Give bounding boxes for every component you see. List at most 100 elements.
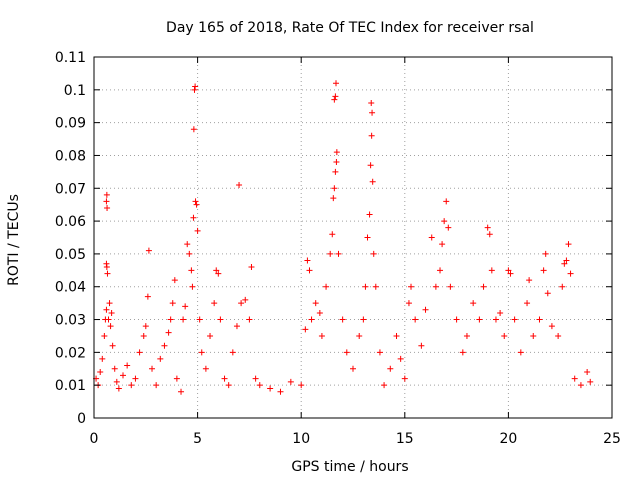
y-axis-label: ROTI / TECUs bbox=[6, 194, 22, 286]
data-point bbox=[115, 385, 122, 392]
data-point bbox=[333, 159, 340, 166]
data-point bbox=[331, 185, 338, 192]
y-tick-label: 0.08 bbox=[55, 148, 86, 164]
y-tick-label: 0.11 bbox=[55, 50, 86, 66]
x-tick-label: 20 bbox=[499, 431, 517, 447]
data-point bbox=[238, 300, 245, 307]
data-point bbox=[540, 267, 547, 274]
data-point bbox=[194, 227, 201, 234]
data-point bbox=[563, 257, 570, 264]
x-tick-label: 15 bbox=[396, 431, 414, 447]
data-point bbox=[193, 201, 200, 208]
data-point bbox=[584, 369, 591, 376]
data-point bbox=[333, 149, 340, 156]
data-point bbox=[149, 365, 156, 372]
y-tick-label: 0.02 bbox=[55, 345, 86, 361]
data-point bbox=[104, 204, 111, 211]
data-point bbox=[544, 290, 551, 297]
grid-lines bbox=[94, 57, 612, 418]
data-point bbox=[524, 300, 531, 307]
data-point bbox=[99, 355, 106, 362]
data-point bbox=[105, 316, 112, 323]
data-point bbox=[530, 332, 537, 339]
x-axis-label: GPS time / hours bbox=[291, 459, 408, 475]
data-point bbox=[339, 316, 346, 323]
data-point bbox=[308, 316, 315, 323]
data-point bbox=[196, 316, 203, 323]
data-point bbox=[277, 388, 284, 395]
data-point bbox=[103, 191, 110, 198]
data-point bbox=[332, 93, 339, 100]
data-point bbox=[555, 332, 562, 339]
data-point bbox=[459, 349, 466, 356]
data-point bbox=[217, 316, 224, 323]
data-point bbox=[142, 323, 149, 330]
data-point bbox=[184, 241, 191, 248]
data-point bbox=[453, 316, 460, 323]
data-point bbox=[318, 332, 325, 339]
data-point bbox=[488, 267, 495, 274]
data-point bbox=[484, 224, 491, 231]
data-point bbox=[171, 277, 178, 284]
x-tick-label: 25 bbox=[603, 431, 621, 447]
data-point bbox=[101, 332, 108, 339]
data-point bbox=[248, 264, 255, 271]
data-point bbox=[507, 270, 514, 277]
data-point bbox=[132, 375, 139, 382]
data-point bbox=[405, 300, 412, 307]
data-point bbox=[202, 365, 209, 372]
data-point bbox=[526, 277, 533, 284]
data-point bbox=[113, 378, 120, 385]
data-point bbox=[366, 211, 373, 218]
data-point bbox=[109, 342, 116, 349]
data-point bbox=[381, 382, 388, 389]
data-point bbox=[577, 382, 584, 389]
y-tick-label: 0.06 bbox=[55, 214, 86, 230]
data-point bbox=[443, 198, 450, 205]
y-tick-label: 0.01 bbox=[55, 378, 86, 394]
data-point bbox=[169, 300, 176, 307]
data-point bbox=[536, 316, 543, 323]
data-point bbox=[332, 168, 339, 175]
data-point bbox=[376, 349, 383, 356]
data-point bbox=[511, 316, 518, 323]
data-point bbox=[186, 250, 193, 257]
data-point bbox=[192, 83, 199, 90]
data-point bbox=[331, 96, 338, 103]
data-points bbox=[93, 80, 594, 395]
data-point bbox=[287, 378, 294, 385]
data-point bbox=[561, 260, 568, 267]
data-point bbox=[571, 375, 578, 382]
tick-labels: 0 5 10 15 20 25 0 0.01 0.02 0.03 0.04 0.05 0.06 0.07 0… bbox=[55, 50, 621, 447]
plot-frame bbox=[93, 56, 613, 419]
data-point bbox=[542, 250, 549, 257]
data-point bbox=[327, 250, 334, 257]
data-point bbox=[333, 80, 340, 87]
data-point bbox=[128, 382, 135, 389]
y-tick-label: 0 bbox=[77, 411, 86, 427]
data-point bbox=[136, 349, 143, 356]
data-point bbox=[401, 375, 408, 382]
data-point bbox=[302, 326, 309, 333]
data-point bbox=[439, 241, 446, 248]
data-point bbox=[369, 178, 376, 185]
data-point bbox=[104, 270, 111, 277]
data-point bbox=[367, 162, 374, 169]
y-tick-label: 0.04 bbox=[55, 280, 86, 296]
data-point bbox=[103, 306, 110, 313]
x-tick-label: 0 bbox=[90, 431, 99, 447]
data-point bbox=[492, 316, 499, 323]
y-tick-label: 0.09 bbox=[55, 116, 86, 132]
data-point bbox=[441, 218, 448, 225]
data-point bbox=[428, 234, 435, 241]
data-point bbox=[397, 355, 404, 362]
data-point bbox=[432, 283, 439, 290]
data-point bbox=[343, 349, 350, 356]
data-point bbox=[480, 283, 487, 290]
x-tick-label: 10 bbox=[292, 431, 310, 447]
y-tick-label: 0.03 bbox=[55, 313, 86, 329]
data-point bbox=[304, 257, 311, 264]
data-point bbox=[229, 349, 236, 356]
data-point bbox=[161, 342, 168, 349]
